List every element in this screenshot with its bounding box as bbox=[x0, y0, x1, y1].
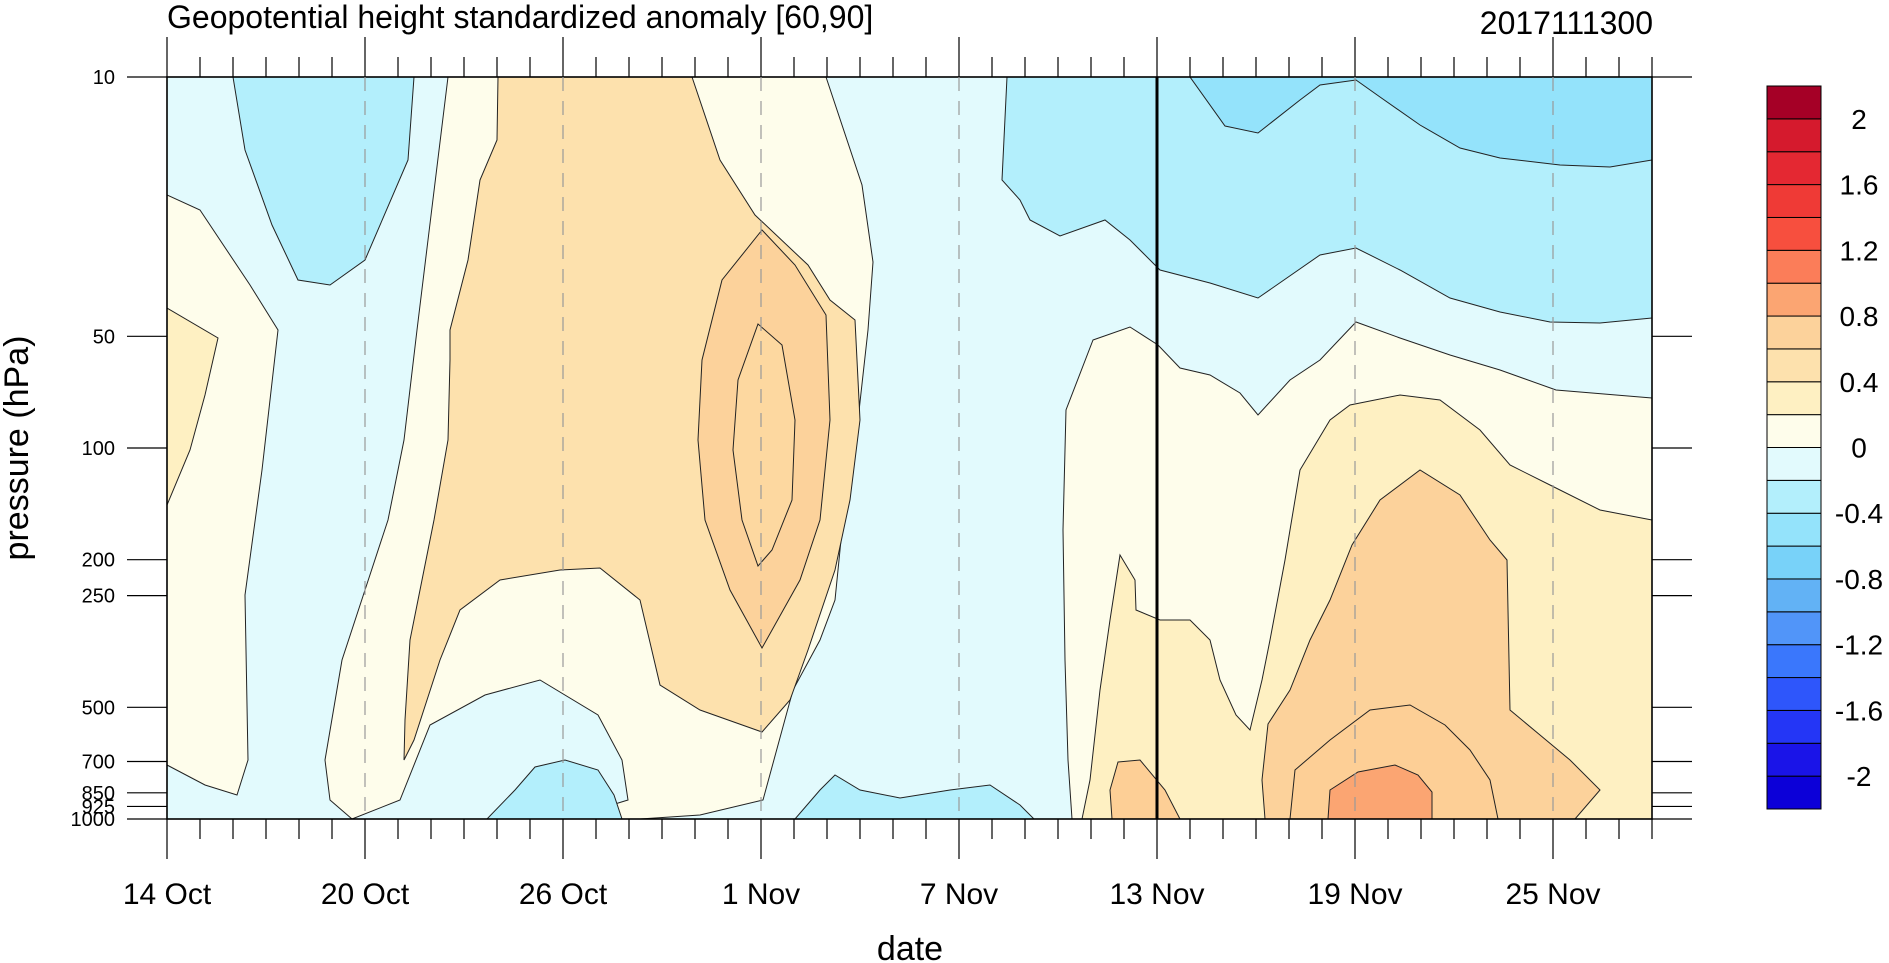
y-tick-label: 10 bbox=[93, 67, 115, 89]
colorbar-label: -0.4 bbox=[1835, 498, 1883, 529]
colorbar-box bbox=[1766, 282, 1822, 317]
colorbar-label: 0.8 bbox=[1840, 301, 1879, 332]
contour-warm-left bbox=[167, 307, 219, 506]
colorbar-box bbox=[1766, 151, 1822, 186]
x-axis-label: date bbox=[877, 930, 943, 963]
colorbar-box bbox=[1766, 775, 1822, 810]
x-axis: 14 Oct 20 Oct 26 Oct 1 Nov 7 Nov 13 Nov 19 Nov… bbox=[123, 37, 1653, 911]
colorbar-box bbox=[1766, 479, 1822, 514]
contour-positive-nov-inner bbox=[1109, 759, 1181, 819]
y-tick-label: 200 bbox=[82, 550, 115, 572]
x-tick-label: 7 Nov bbox=[920, 878, 998, 911]
colorbar: 2 1.6 1.2 0.8 0.4 0 -0.4 -0.8 -1.2 -1.6 -2 bbox=[1766, 85, 1883, 810]
contour-negative-top-right-core bbox=[1189, 77, 1652, 168]
colorbar-label: -2 bbox=[1847, 761, 1872, 792]
x-tick-label: 1 Nov bbox=[722, 878, 800, 911]
colorbar-box bbox=[1766, 578, 1822, 613]
colorbar-box bbox=[1766, 216, 1822, 251]
x-tick-label: 26 Oct bbox=[519, 878, 608, 911]
colorbar-label: -0.8 bbox=[1835, 564, 1883, 595]
y-tick-label: 250 bbox=[82, 586, 115, 608]
x-tick-label: 25 Nov bbox=[1505, 878, 1600, 911]
colorbar-box bbox=[1766, 249, 1822, 284]
contour-core-nov1-inner bbox=[732, 323, 796, 567]
colorbar-box bbox=[1766, 348, 1822, 383]
colorbar-box bbox=[1766, 709, 1822, 744]
colorbar-box bbox=[1766, 447, 1822, 481]
y-tick-label: 100 bbox=[82, 438, 115, 460]
colorbar-label: 1.2 bbox=[1840, 235, 1879, 266]
colorbar-label: 2 bbox=[1851, 104, 1867, 135]
colorbar-label: 0 bbox=[1851, 433, 1867, 464]
colorbar-label: -1.2 bbox=[1835, 630, 1883, 661]
colorbar-label: 0.4 bbox=[1840, 367, 1879, 398]
y-tick-label: 500 bbox=[82, 697, 115, 719]
colorbar-box bbox=[1766, 677, 1822, 711]
colorbar-box bbox=[1766, 742, 1822, 777]
y-tick-label: 1000 bbox=[71, 809, 116, 831]
colorbar-box bbox=[1766, 644, 1822, 679]
x-tick-label: 13 Nov bbox=[1109, 878, 1204, 911]
y-tick-label: 925 bbox=[82, 796, 115, 818]
contour-positive-nov-max bbox=[1327, 764, 1433, 819]
chart-title: Geopotential height standardized anomaly… bbox=[167, 0, 873, 35]
colorbar-box bbox=[1766, 118, 1822, 153]
x-tick-label: 19 Nov bbox=[1307, 878, 1402, 911]
colorbar-box bbox=[1766, 184, 1822, 218]
colorbar-label: 1.6 bbox=[1840, 170, 1879, 201]
y-tick-label: 850 bbox=[82, 783, 115, 805]
chart-date-label: 2017111300 bbox=[1480, 5, 1653, 41]
y-tick-label: 700 bbox=[82, 752, 115, 774]
colorbar-box bbox=[1766, 512, 1822, 547]
y-axis-label: pressure (hPa) bbox=[0, 336, 36, 561]
contour-negative-oct bbox=[232, 77, 415, 286]
colorbar-box bbox=[1766, 545, 1822, 580]
colorbar-box bbox=[1766, 414, 1822, 448]
colorbar-box bbox=[1766, 85, 1822, 120]
contour-negative-bottom-1 bbox=[486, 759, 623, 819]
colorbar-label: -1.6 bbox=[1835, 695, 1883, 726]
colorbar-box bbox=[1766, 381, 1822, 416]
contour-fills bbox=[167, 77, 1652, 819]
colorbar-box bbox=[1766, 611, 1822, 646]
x-tick-label: 14 Oct bbox=[123, 878, 212, 911]
y-tick-label: 50 bbox=[93, 326, 115, 348]
colorbar-box bbox=[1766, 315, 1822, 350]
contour-negative-bottom-2 bbox=[794, 774, 1035, 819]
x-tick-label: 20 Oct bbox=[321, 878, 410, 911]
